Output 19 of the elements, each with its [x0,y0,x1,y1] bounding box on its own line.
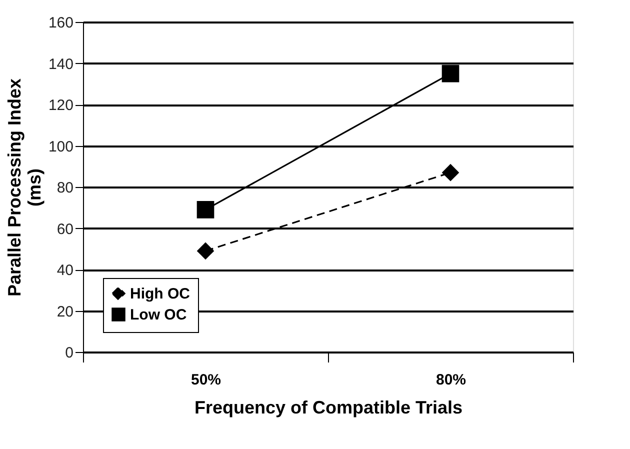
y-tick-label: 160 [48,14,74,32]
y-tick-label: 120 [48,97,74,114]
point [442,164,460,182]
y-tick-label: 80 [56,180,74,196]
x-tick-label: 80% [436,372,466,388]
point [442,64,460,82]
y-tick-label: 60 [56,220,74,238]
y-tick-label: 140 [48,56,74,73]
y-tick-label: 100 [48,138,74,156]
y-tick-label: 0 [65,344,74,362]
y-axis-title: Parallel Processing Index (ms) [4,78,44,297]
y-tick-label: 20 [56,303,74,320]
legend-label: Low OC [130,306,187,324]
x-tick-label: 50% [190,372,222,388]
x-axis-title: Frequency of Compatible Trials [194,398,463,418]
point [196,242,214,260]
y-tick-label: 40 [56,262,74,279]
point [196,201,214,218]
legend-label: High OC [130,286,190,302]
